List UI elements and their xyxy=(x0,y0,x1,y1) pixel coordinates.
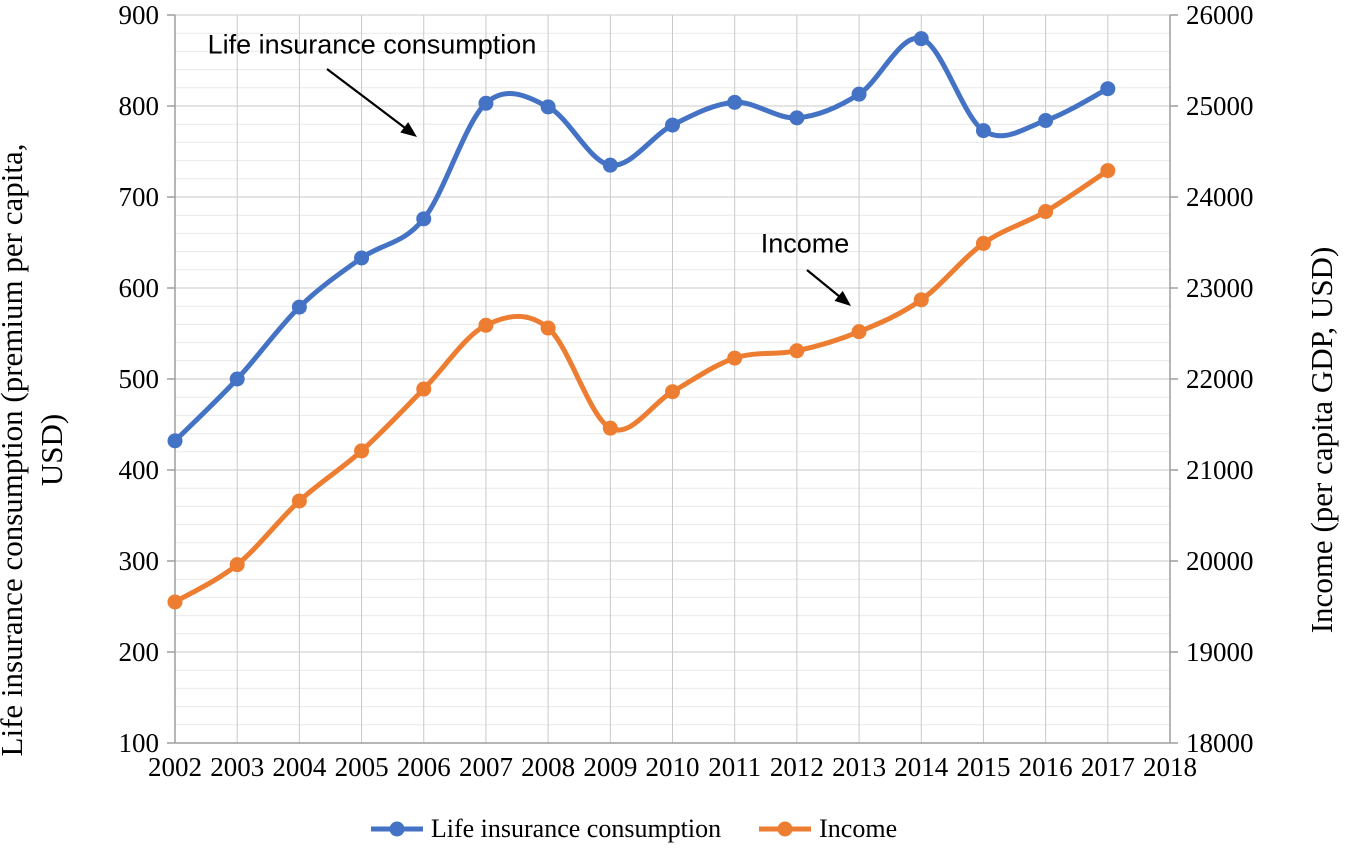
data-point-income xyxy=(602,420,618,436)
right-axis-tick-label: 24000 xyxy=(1186,182,1254,212)
x-axis-tick-label: 2016 xyxy=(1019,752,1073,782)
left-axis-title: Life insurance consumption (premium per … xyxy=(0,143,69,757)
annotation-life-insurance: Life insurance consumption xyxy=(207,29,537,60)
right-axis-tick-label: 20000 xyxy=(1186,546,1254,576)
right-axis-tick-label: 22000 xyxy=(1186,364,1254,394)
right-axis-title: Income (per capita GDP, USD) xyxy=(1304,246,1339,634)
left-axis-tick-label: 100 xyxy=(119,728,160,758)
legend-line-dot-icon xyxy=(370,821,423,837)
data-point-income xyxy=(478,317,494,333)
right-axis-tick-label: 19000 xyxy=(1186,637,1254,667)
left-axis-tick-label: 300 xyxy=(119,546,160,576)
annotation-arrow-line xyxy=(806,269,843,300)
data-point-income xyxy=(354,443,370,459)
x-axis-tick-label: 2008 xyxy=(521,752,575,782)
annotation-arrow-line xyxy=(326,68,409,131)
x-axis-tick-label: 2006 xyxy=(397,752,451,782)
data-point-income xyxy=(727,350,743,366)
data-point-income xyxy=(229,557,245,573)
right-axis-tick-label: 18000 xyxy=(1186,728,1254,758)
data-point-income xyxy=(913,292,929,308)
annotation-arrowhead xyxy=(834,290,851,306)
annotation-income: Income xyxy=(760,228,850,259)
series-line-life-insurance-consumption xyxy=(172,35,1111,444)
data-point-income xyxy=(851,324,867,340)
series-line-income xyxy=(172,168,1111,605)
left-axis-tick-label: 200 xyxy=(119,637,160,667)
legend: Life insurance consumption Income xyxy=(0,814,1350,844)
x-axis-tick-label: 2004 xyxy=(272,752,327,782)
left-axis-tick-label: 700 xyxy=(119,182,160,212)
data-point-life-insurance-consumption xyxy=(1100,81,1116,97)
left-axis-tick-label: 600 xyxy=(119,273,160,303)
data-point-life-insurance-consumption xyxy=(1038,113,1054,129)
data-point-life-insurance-consumption xyxy=(851,86,867,102)
right-axis-tick-label: 23000 xyxy=(1186,273,1254,303)
x-axis-tick-label: 2010 xyxy=(646,752,700,782)
legend-label-life-insurance: Life insurance consumption xyxy=(430,814,722,843)
data-point-life-insurance-consumption xyxy=(727,94,743,110)
data-point-life-insurance-consumption xyxy=(229,371,245,387)
left-axis-tick-label: 900 xyxy=(119,0,160,30)
data-point-income xyxy=(789,343,805,359)
x-axis-tick-label: 2007 xyxy=(459,752,513,782)
x-axis-tick-label: 2014 xyxy=(894,752,949,782)
data-point-life-insurance-consumption xyxy=(665,117,680,133)
x-axis-tick-label: 2005 xyxy=(335,752,389,782)
legend-line-dot-icon xyxy=(759,821,812,837)
data-point-life-insurance-consumption xyxy=(167,433,183,449)
legend-item-income: Income xyxy=(757,814,897,844)
x-axis-tick-label: 2011 xyxy=(708,752,761,782)
x-axis-tick-label: 2009 xyxy=(583,752,637,782)
legend-item-life-insurance: Life insurance consumption xyxy=(369,814,721,844)
data-point-life-insurance-consumption xyxy=(291,299,307,315)
annotation-arrowhead xyxy=(400,122,417,137)
data-point-income xyxy=(416,381,432,397)
data-point-income xyxy=(291,493,307,509)
right-axis-tick-label: 26000 xyxy=(1186,0,1254,30)
data-point-life-insurance-consumption xyxy=(354,250,370,266)
data-point-life-insurance-consumption xyxy=(975,123,991,139)
right-axis-tick-label: 21000 xyxy=(1186,455,1254,485)
x-axis-tick-label: 2015 xyxy=(956,752,1010,782)
data-point-income xyxy=(1038,204,1054,220)
x-axis-tick-label: 2002 xyxy=(148,752,202,782)
data-point-income xyxy=(1100,163,1116,179)
data-point-income xyxy=(975,235,991,251)
right-axis-tick-label: 25000 xyxy=(1186,91,1254,121)
x-axis-tick-label: 2018 xyxy=(1143,752,1197,782)
x-axis-tick-label: 2003 xyxy=(210,752,264,782)
data-point-life-insurance-consumption xyxy=(540,99,556,115)
legend-label-income: Income xyxy=(819,814,898,843)
left-axis-tick-label: 800 xyxy=(119,91,160,121)
data-point-life-insurance-consumption xyxy=(602,157,618,173)
data-point-life-insurance-consumption xyxy=(416,211,432,227)
x-axis-tick-label: 2012 xyxy=(770,752,824,782)
data-point-life-insurance-consumption xyxy=(789,110,805,126)
left-axis-tick-label: 400 xyxy=(119,455,160,485)
left-axis-tick-label: 500 xyxy=(119,364,160,394)
data-point-income xyxy=(540,320,556,336)
x-axis-tick-label: 2013 xyxy=(832,752,886,782)
data-point-income xyxy=(665,384,680,400)
data-point-life-insurance-consumption xyxy=(913,31,929,47)
data-point-life-insurance-consumption xyxy=(478,95,494,111)
x-axis-tick-label: 2017 xyxy=(1081,752,1135,782)
data-point-income xyxy=(167,594,183,610)
